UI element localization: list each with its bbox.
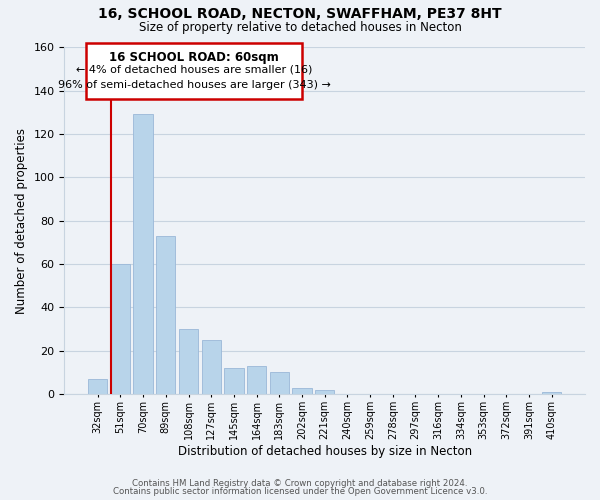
Text: Size of property relative to detached houses in Necton: Size of property relative to detached ho… <box>139 21 461 34</box>
Text: 16 SCHOOL ROAD: 60sqm: 16 SCHOOL ROAD: 60sqm <box>109 50 279 64</box>
Y-axis label: Number of detached properties: Number of detached properties <box>15 128 28 314</box>
Text: Contains public sector information licensed under the Open Government Licence v3: Contains public sector information licen… <box>113 487 487 496</box>
FancyBboxPatch shape <box>86 43 302 100</box>
Text: 96% of semi-detached houses are larger (343) →: 96% of semi-detached houses are larger (… <box>58 80 331 90</box>
Text: ← 4% of detached houses are smaller (16): ← 4% of detached houses are smaller (16) <box>76 64 313 74</box>
Bar <box>269 372 289 394</box>
Bar <box>111 264 130 394</box>
Text: 16, SCHOOL ROAD, NECTON, SWAFFHAM, PE37 8HT: 16, SCHOOL ROAD, NECTON, SWAFFHAM, PE37 … <box>98 8 502 22</box>
Bar <box>247 366 266 394</box>
Bar <box>179 329 198 394</box>
Bar <box>224 368 244 394</box>
Text: Contains HM Land Registry data © Crown copyright and database right 2024.: Contains HM Land Registry data © Crown c… <box>132 478 468 488</box>
X-axis label: Distribution of detached houses by size in Necton: Distribution of detached houses by size … <box>178 444 472 458</box>
Bar <box>292 388 311 394</box>
Bar <box>133 114 153 394</box>
Bar <box>315 390 334 394</box>
Bar <box>542 392 562 394</box>
Bar <box>156 236 175 394</box>
Bar <box>88 379 107 394</box>
Bar <box>202 340 221 394</box>
